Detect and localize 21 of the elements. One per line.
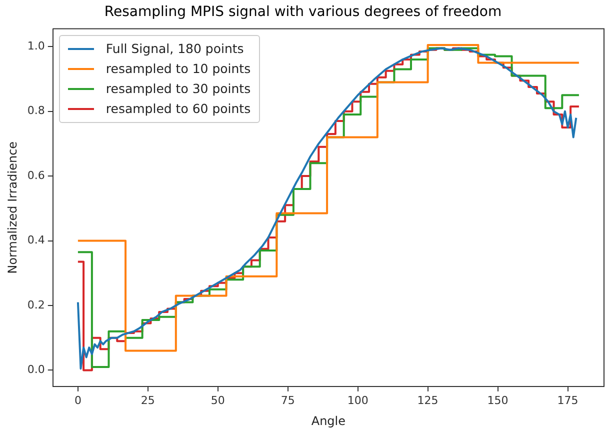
x-tick-label: 25 xyxy=(140,394,155,407)
x-tick-label: 150 xyxy=(487,394,508,407)
x-tick-label: 100 xyxy=(347,394,368,407)
x-tick-label: 50 xyxy=(210,394,225,407)
y-tick-label: 0.6 xyxy=(27,168,45,182)
legend-label: Full Signal, 180 points xyxy=(106,41,244,56)
x-tick-label: 0 xyxy=(74,394,82,407)
chart-title: Resampling MPIS signal with various degrees of freedom xyxy=(104,4,502,20)
x-tick-label: 125 xyxy=(417,394,438,407)
y-tick-label: 0.8 xyxy=(27,104,45,118)
x-axis-title: Angle xyxy=(311,414,346,428)
legend-label: resampled to 10 points xyxy=(106,61,251,76)
y-tick-label: 0.2 xyxy=(27,298,45,312)
y-axis-title: Normalized Irradience xyxy=(5,141,20,274)
y-tick-label: 1.0 xyxy=(27,39,45,52)
legend-label: resampled to 30 points xyxy=(106,81,251,96)
x-tick-label: 75 xyxy=(280,394,295,407)
y-tick-label: 0.0 xyxy=(27,363,45,376)
x-tick-label: 175 xyxy=(557,394,578,407)
legend-label: resampled to 60 points xyxy=(106,101,251,116)
y-tick-label: 0.4 xyxy=(27,234,45,247)
